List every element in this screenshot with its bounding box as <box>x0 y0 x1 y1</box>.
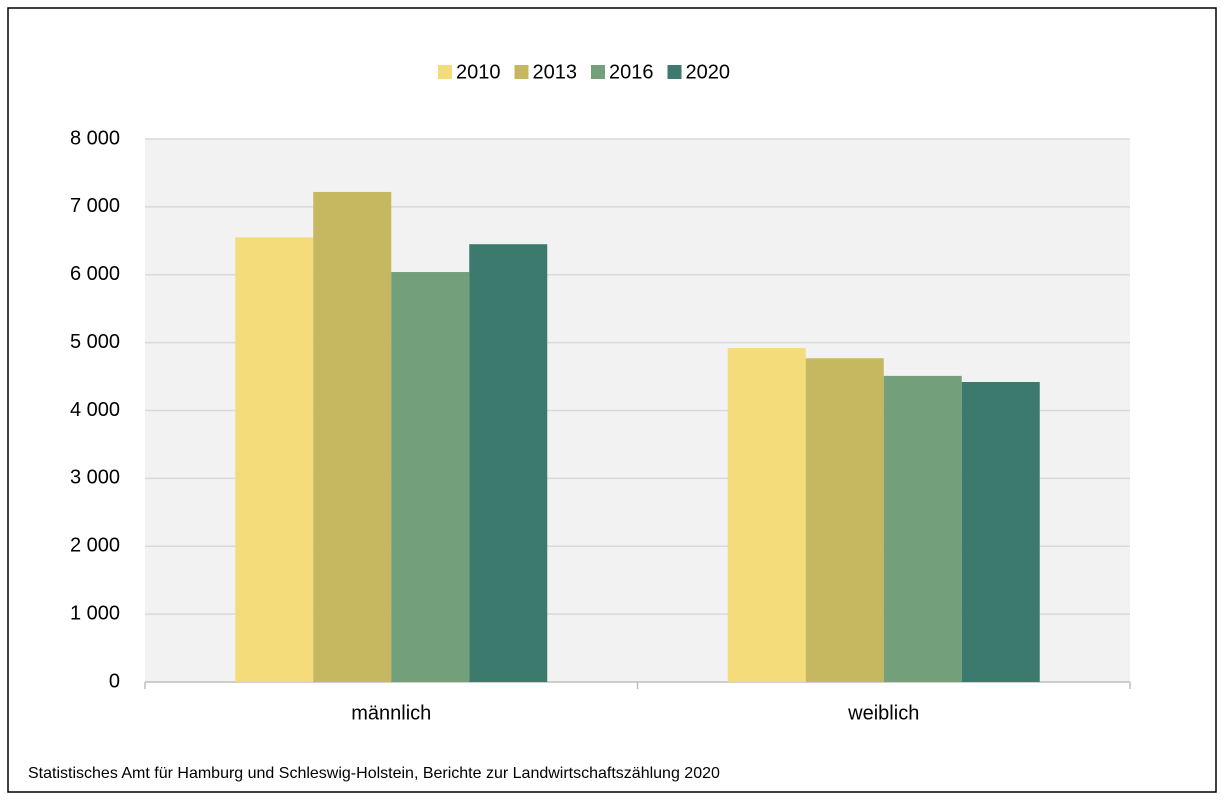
bar <box>727 348 806 682</box>
bar <box>805 358 884 682</box>
y-tick-label: 5 000 <box>70 331 120 353</box>
legend-swatch <box>591 65 605 79</box>
legend-label: 2020 <box>686 61 731 83</box>
bar <box>469 244 548 683</box>
legend-label: 2016 <box>609 61 654 83</box>
y-tick-label: 3 000 <box>70 467 120 489</box>
bar <box>391 272 470 682</box>
bar <box>313 191 392 682</box>
legend-swatch <box>438 65 452 79</box>
legend-label: 2013 <box>533 61 578 83</box>
bar <box>235 237 314 682</box>
source-note: Statistisches Amt für Hamburg und Schles… <box>28 765 720 782</box>
legend-swatch <box>667 65 682 79</box>
legend-label: 2010 <box>456 61 501 83</box>
y-tick-label: 7 000 <box>70 195 120 217</box>
x-tick-label: weiblich <box>847 702 919 724</box>
y-tick-label: 1 000 <box>70 602 120 624</box>
y-tick-label: 2 000 <box>70 535 120 557</box>
bar <box>883 375 962 682</box>
y-tick-label: 0 <box>109 670 120 692</box>
legend-swatch <box>514 65 529 79</box>
y-tick-label: 4 000 <box>70 399 120 421</box>
y-tick-label: 8 000 <box>70 127 120 149</box>
x-tick-label: männlich <box>351 702 431 724</box>
y-tick-label: 6 000 <box>70 263 120 285</box>
bar <box>961 381 1040 682</box>
